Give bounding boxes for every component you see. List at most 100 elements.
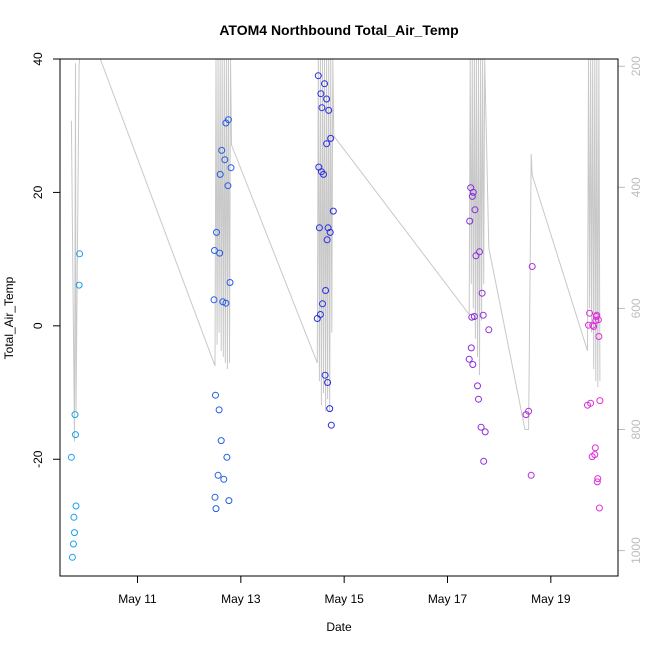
data-point [594,475,602,483]
pressure-lines [70,58,601,442]
data-point [467,344,475,352]
data-point [221,156,229,164]
data-point [69,540,77,548]
data-point [327,134,335,142]
pressure-line [468,58,490,376]
y2-tick-label: 600 [629,298,643,318]
data-point [326,228,334,236]
data-point [475,395,482,403]
data-point [590,323,598,330]
data-point [212,391,219,399]
data-point [477,423,485,431]
y2-tick-label: 200 [629,56,643,76]
data-point [321,80,328,88]
data-point [480,457,488,465]
pressure-line [316,58,335,412]
y-tick-label: -20 [31,450,45,468]
data-point [591,444,599,452]
data-point [587,399,595,407]
data-point [319,300,326,308]
data-point [585,321,592,329]
data-points [67,72,604,561]
data-point [325,106,333,114]
data-point [589,321,597,329]
pressure-line [587,58,601,388]
data-point [216,170,224,178]
data-point [593,478,601,486]
data-point [224,116,232,124]
data-point [478,289,486,297]
data-point [476,248,483,256]
data-point [317,90,325,98]
data-point [594,316,602,324]
data-point [323,95,331,103]
data-point [75,281,83,289]
data-point [223,453,231,461]
data-point [326,405,334,413]
data-point [217,437,225,445]
data-point [466,217,474,225]
data-point [224,182,232,190]
data-point [525,407,533,415]
axes: May 11 May 13 May 15 May 17 May 19 -20 0 20 40 20… [31,52,643,606]
y2-tick-label: 400 [629,177,643,197]
data-point [472,252,480,260]
data-point [469,188,477,196]
chart-title: ATOM4 Northbound Total_Air_Temp [219,22,458,38]
data-point [72,431,79,439]
data-point [527,471,535,479]
data-point [591,451,599,459]
data-point [322,287,330,294]
data-point [71,529,78,537]
x-tick-label: May 19 [531,592,571,606]
data-point [314,72,322,80]
data-point [216,249,224,257]
x-tick-label: May 15 [324,592,364,606]
data-point [76,250,84,258]
data-point [212,505,220,513]
data-point [324,379,332,386]
data-point [595,504,603,512]
data-point [320,170,327,178]
data-point [323,236,331,244]
data-point [469,361,477,368]
data-point [316,311,324,318]
data-point [595,333,603,340]
data-point [210,296,218,304]
data-point [70,513,78,521]
y-tick-label: 20 [31,185,45,199]
data-point [68,553,76,561]
data-point [586,309,594,317]
data-point [321,371,329,379]
plot-frame [59,58,619,577]
data-point [327,421,335,429]
data-point [470,313,478,320]
data-point [329,207,337,215]
data-point [215,406,223,414]
y-axis-label: Total_Air_Temp [2,276,16,359]
data-point [213,228,220,236]
data-point [315,224,323,232]
data-point [528,263,536,270]
data-point [596,397,604,405]
data-point [72,502,80,510]
y2-tick-label: 800 [629,419,643,439]
data-point [593,311,601,319]
x-tick-label: May 13 [221,592,261,606]
pressure-line [214,58,232,370]
data-point [222,299,230,307]
x-tick-label: May 17 [428,592,468,606]
pressure-line [488,153,588,430]
data-point [468,192,476,200]
data-point [218,146,226,154]
data-point [67,453,75,461]
data-point [318,104,326,112]
y2-tick-label: 1000 [629,537,643,564]
data-point [481,428,489,436]
pressure-line [333,135,470,315]
pressure-line [70,58,82,442]
data-point [226,279,234,286]
data-point [227,164,235,172]
data-point [471,206,479,214]
